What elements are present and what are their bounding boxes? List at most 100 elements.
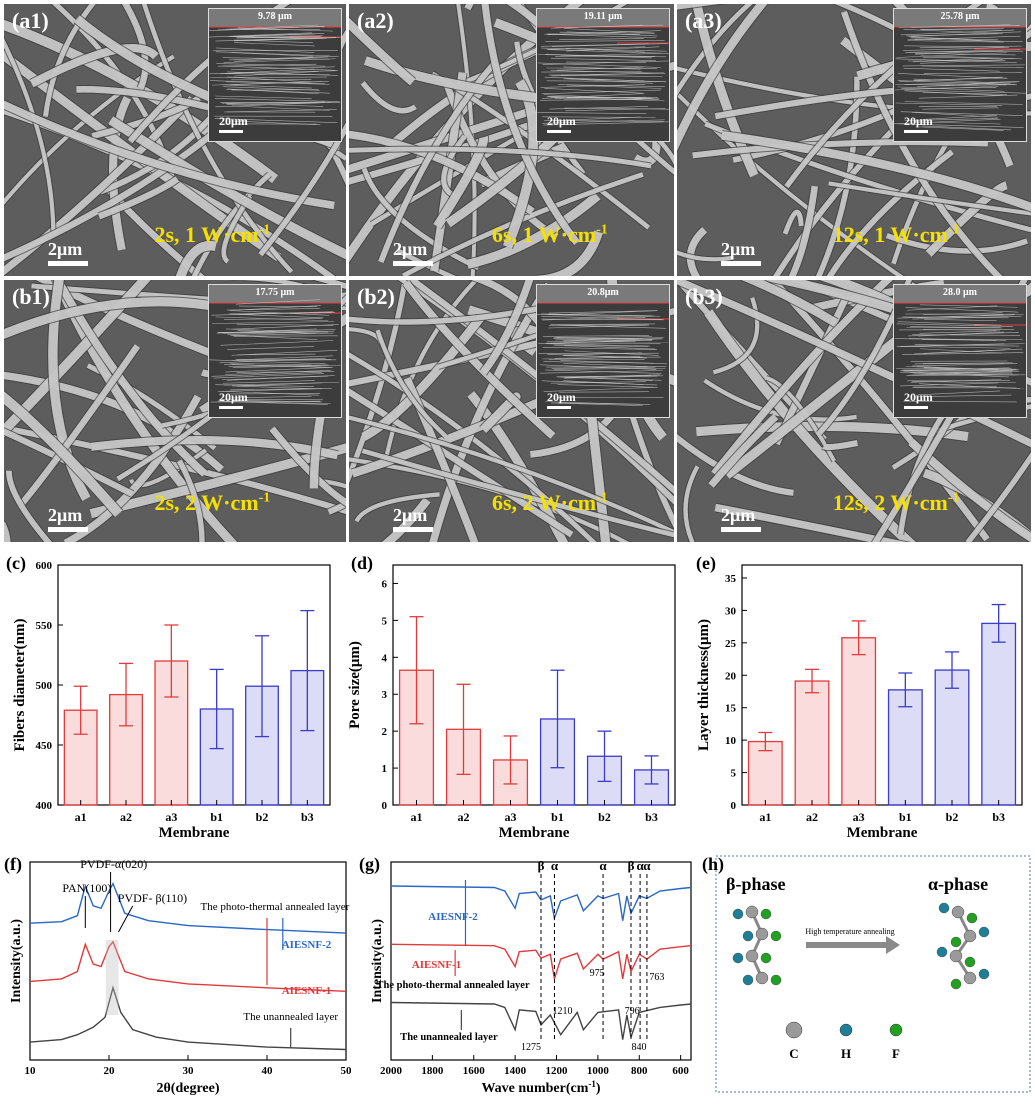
condition-caption-sup: -1 <box>259 222 271 237</box>
c-atom <box>964 930 976 942</box>
condition-caption-sup: -1 <box>596 222 608 237</box>
x-tick-label: 1400 <box>504 1065 527 1077</box>
inset-fiber <box>561 377 662 380</box>
condition-caption-text: 2s, 1 W·cm <box>154 222 258 247</box>
condition-caption: 12s, 1 W·cm-1 <box>833 222 960 248</box>
plot-frame <box>58 565 330 805</box>
peak-wavenumber-label: 1210 <box>552 1006 572 1017</box>
series-label: AIESNF-2 <box>428 911 478 923</box>
panel-label: (e) <box>696 553 716 574</box>
inset-scale-bar <box>547 130 571 133</box>
x-tick-label: a3 <box>165 810 177 824</box>
inset-fiber <box>223 381 315 384</box>
c-atom <box>756 928 768 940</box>
x-tick-label: b1 <box>551 810 564 824</box>
inset-fiber <box>561 75 662 76</box>
inset-fiber <box>227 308 320 310</box>
y-axis-label: Pore size(μm) <box>347 641 363 729</box>
panel-label: (a2) <box>357 8 394 34</box>
peak-wavenumber-label: 1275 <box>521 1042 541 1053</box>
f-atom <box>951 979 961 989</box>
peak-marker-label: β <box>538 858 545 873</box>
h-atom <box>939 903 949 913</box>
inset-scale-bar <box>904 130 928 133</box>
inset-scale-label: 20μm <box>219 390 248 405</box>
annotation-unannealed: The unannealed layer <box>243 1011 338 1023</box>
y-tick-label: 1 <box>382 763 388 775</box>
y-tick-label: 0 <box>731 800 737 812</box>
scale-bar <box>393 527 433 532</box>
condition-caption-sup: -1 <box>259 490 271 505</box>
inset-scale-bar <box>904 406 928 409</box>
y-tick-label: 30 <box>725 605 737 617</box>
peak-marker-label: α <box>599 858 607 873</box>
inset-fiber <box>223 58 329 60</box>
x-tick-label: a3 <box>505 810 517 824</box>
inset-fiber <box>544 34 656 38</box>
inset-fiber <box>550 324 655 325</box>
inset-fiber <box>222 376 335 380</box>
peak-marker-label: α <box>551 858 559 873</box>
annotation-arrow <box>118 906 132 932</box>
inset-fiber <box>901 30 1014 35</box>
scale-label: 2μm <box>721 239 755 260</box>
bar <box>842 638 876 805</box>
x-tick-label: b2 <box>598 810 611 824</box>
y-tick-label: 25 <box>725 638 737 650</box>
inset-fiber <box>924 72 1022 73</box>
inset-fiber <box>222 85 312 88</box>
condition-caption-text: 12s, 2 W·cm <box>833 490 948 515</box>
inset-fiber <box>551 58 656 60</box>
bar <box>982 623 1016 805</box>
panel-label: (a3) <box>685 8 722 34</box>
f-atom <box>951 937 961 947</box>
thickness-label: 19.11 μm <box>537 11 669 22</box>
series-label: AIESNF-1 <box>282 985 332 997</box>
y-tick-label: 0 <box>382 800 388 812</box>
scale-bar <box>393 261 433 266</box>
inset-fiber <box>232 106 330 110</box>
annotation-alpha: PVDF-α(020) <box>80 857 147 871</box>
x-tick-label: a2 <box>806 810 818 824</box>
x-tick-label: b3 <box>992 810 1005 824</box>
h-atom <box>979 927 989 937</box>
scale-bar <box>48 261 88 266</box>
scale-label: 2μm <box>393 505 427 526</box>
thickness-label: 17.75 μm <box>209 287 341 298</box>
inset-fiber <box>237 372 335 373</box>
x-tick-label: 40 <box>262 1065 274 1077</box>
c-atom <box>746 950 758 962</box>
x-tick-label: 1000 <box>587 1065 610 1077</box>
y-tick-label: 5 <box>382 615 388 627</box>
inset-fiber <box>559 38 644 39</box>
y-tick-label: 500 <box>36 680 53 692</box>
y-axis-label: Fibers diameter(nm) <box>12 619 28 752</box>
c-atom <box>756 972 768 984</box>
peak-wavenumber-label: 975 <box>590 968 605 979</box>
inset-scale-label: 20μm <box>219 114 248 129</box>
inset-fiber <box>220 340 333 345</box>
f-atom <box>967 913 977 923</box>
legend-label: F <box>892 1046 900 1061</box>
f-atom <box>771 975 781 985</box>
inset-fiber <box>538 63 661 68</box>
inset-fiber <box>239 314 324 317</box>
f-atom <box>761 909 771 919</box>
inset-scale-bar <box>219 406 243 409</box>
condition-caption: 2s, 1 W·cm-1 <box>154 222 270 248</box>
h-atom <box>733 953 743 963</box>
panel-label: (d) <box>351 553 373 574</box>
fiber <box>4 524 7 542</box>
h-atom <box>743 975 753 985</box>
inset-fiber <box>924 319 996 320</box>
scale-label: 2μm <box>721 505 755 526</box>
peak-wavenumber-label: 840 <box>632 1042 647 1053</box>
y-tick-label: 3 <box>382 689 388 701</box>
inset-fiber <box>900 383 998 386</box>
inset-fiber <box>922 108 998 109</box>
condition-caption: 2s, 2 W·cm-1 <box>154 490 270 516</box>
inset-fiber <box>546 366 666 367</box>
